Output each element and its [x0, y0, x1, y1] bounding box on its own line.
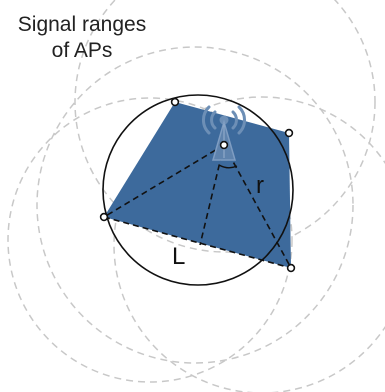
- base-line-L: [103, 216, 292, 269]
- signal-range-circle: [113, 96, 385, 392]
- caption-line-2: of APs: [51, 39, 113, 62]
- signal-range-circle: [74, 0, 376, 253]
- signal-range-circle: [36, 46, 354, 364]
- radius-label: r: [256, 172, 264, 199]
- polygon-vertices: [99, 97, 296, 273]
- coverage-polygon: [104, 102, 291, 268]
- caption-line-1: Signal ranges: [17, 13, 147, 36]
- angle-arc: [218, 164, 238, 169]
- line-ap-to-bottom-right: [223, 144, 292, 269]
- vertex: [170, 97, 180, 107]
- signal-range-circles: [7, 0, 385, 392]
- signal-range-circle: [7, 97, 293, 383]
- ap-center-point: [219, 140, 229, 150]
- enclosing-circle: [102, 94, 294, 286]
- vertex: [99, 212, 109, 222]
- ap-connection-lines: [103, 144, 292, 269]
- length-label: L: [172, 243, 185, 270]
- vertex: [284, 128, 294, 138]
- vertex: [286, 263, 296, 273]
- line-ap-to-base: [199, 144, 225, 246]
- line-ap-to-left: [103, 144, 225, 218]
